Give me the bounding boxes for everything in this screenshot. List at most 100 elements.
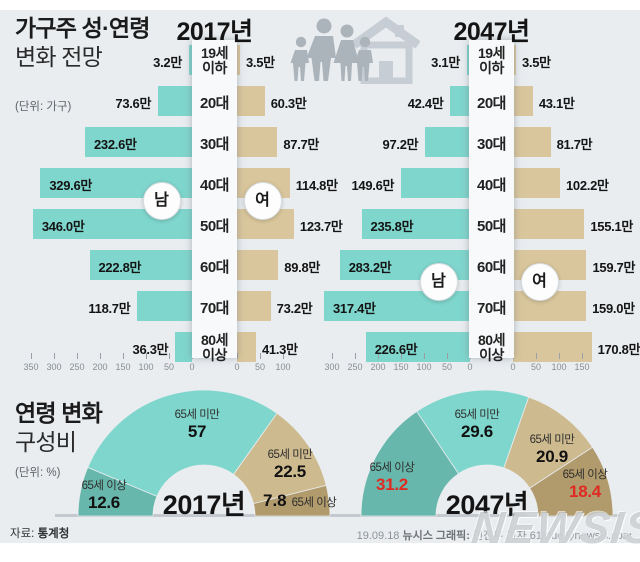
female-bar	[513, 127, 551, 157]
donut-segment-label: 65세 이상 31.2	[353, 459, 431, 495]
axis-tick	[123, 353, 124, 359]
male-bar	[361, 209, 470, 239]
donut-segment-label: 65세 이상 18.4	[546, 466, 624, 502]
female-bar	[237, 291, 271, 321]
axis-tick	[355, 353, 356, 359]
female-bar	[513, 332, 592, 362]
axis-tick	[100, 353, 101, 359]
donut-segment-65세 미만	[416, 389, 530, 475]
male-value-label: 283.2만	[348, 260, 392, 275]
male-value-label: 73.6만	[115, 96, 152, 111]
axis-tick-label: 250	[69, 362, 85, 372]
donut-label-value: 20.9	[536, 447, 568, 466]
male-value-label: 222.8만	[98, 260, 142, 275]
female-bar	[237, 127, 278, 157]
credit-author: 전진우 기자 618tue@newsis.com	[473, 530, 632, 542]
donut-label-value: 18.4	[569, 482, 601, 501]
source-label: 자료:	[10, 528, 35, 540]
axis-tick-label: 100	[138, 362, 154, 372]
axis-tick-label: 150	[115, 362, 131, 372]
female-value-label: 3.5만	[246, 55, 275, 70]
male-badge: 남	[142, 182, 181, 220]
axis-tick-label: 300	[324, 362, 340, 372]
male-value-label: 317.4만	[332, 301, 376, 316]
male-value-label: 226.6만	[374, 342, 418, 357]
age-group-label: 20대	[200, 95, 230, 112]
female-badge: 여	[520, 263, 559, 301]
age-group-label: 70대	[200, 300, 230, 317]
main-title-line1: 가구주 성·연령	[15, 15, 150, 41]
age-group-label: 80세 이상	[201, 332, 228, 363]
axis-tick	[559, 353, 560, 359]
axis-tick	[77, 353, 78, 359]
axis-tick	[31, 353, 32, 359]
axis-tick-label: 0	[467, 362, 473, 372]
donut-label-name: 65세 이상	[562, 469, 608, 481]
male-value-label: 118.7만	[88, 301, 131, 316]
female-bar	[237, 86, 265, 116]
male-bar	[401, 168, 470, 198]
male-value-label: 235.8만	[370, 219, 414, 234]
axis-tick	[536, 353, 537, 359]
credit-agency: 뉴시스 그래픽:	[402, 530, 470, 542]
donut-segment-65세 미만	[87, 389, 278, 497]
axis-tick-label: 100	[551, 362, 567, 372]
male-bar	[175, 332, 192, 362]
female-value-label: 87.7만	[283, 137, 320, 152]
axis-tick-label: 200	[92, 362, 108, 372]
male-bar	[89, 250, 192, 280]
female-bar	[513, 86, 533, 116]
female-value-label: 3.5만	[522, 55, 551, 70]
age-group-label: 40대	[477, 177, 507, 194]
male-bar	[467, 45, 470, 75]
donut-label-name: 65세 이상	[369, 462, 415, 474]
source-credit: 자료: 통계청	[10, 525, 69, 541]
donut-segment-label: 65세 미만 22.5	[251, 446, 329, 482]
axis-tick-label: 50	[254, 362, 265, 372]
donut-label-value: 31.2	[376, 475, 408, 494]
donut-label-name: 65세 이상	[291, 497, 337, 509]
female-value-label: 41.3만	[261, 342, 298, 357]
donut-segment-65세 이상	[529, 446, 614, 517]
male-value-label: 3.1만	[431, 55, 460, 70]
donut-label-name: 65세 미만	[529, 434, 575, 446]
female-value-label: 81.7만	[556, 137, 593, 152]
age-group-label: 50대	[200, 218, 230, 235]
female-value-label: 159.7만	[592, 260, 636, 275]
age-group-label: 30대	[477, 136, 507, 153]
family-silhouette-icon	[290, 18, 373, 81]
female-value-label: 43.1만	[538, 96, 575, 111]
axis-tick-label: 150	[393, 362, 409, 372]
female-value-label: 60.3만	[270, 96, 307, 111]
age-group-label: 30대	[200, 136, 230, 153]
credit-date: 19.09.18	[356, 530, 400, 542]
family-house-icon	[290, 16, 420, 84]
female-value-label: 159.0만	[592, 301, 635, 316]
donut-label-value: 7.8	[263, 491, 287, 510]
age-axis-column	[469, 40, 514, 358]
axis-tick-label: 150	[574, 362, 590, 372]
age-group-label: 20대	[477, 95, 507, 112]
axis-tick-label: 0	[510, 362, 516, 372]
axis-tick-label: 50	[530, 362, 541, 372]
age-axis-column	[192, 40, 237, 358]
unit-percent: (단위: %)	[15, 467, 61, 479]
donut-label-value: 22.5	[274, 462, 306, 481]
axis-tick-label: 50	[163, 362, 174, 372]
age-group-label: 60대	[477, 259, 507, 276]
donut-year-label: 2047년	[445, 490, 529, 520]
axis-tick	[169, 353, 170, 359]
age-section-title-line2: 구성비	[15, 429, 77, 455]
male-value-label: 329.6만	[49, 178, 93, 193]
male-bar	[450, 86, 470, 116]
female-bar	[237, 332, 256, 362]
unit-households: (단위: 가구)	[15, 101, 72, 113]
donut-segment-label: 65세 미만 57	[161, 406, 233, 442]
female-bar	[513, 45, 516, 75]
axis-tick	[146, 353, 147, 359]
main-title: 가구주 성·연령 변화 전망	[15, 14, 150, 72]
female-value-label: 123.7만	[299, 219, 343, 234]
age-section-title: 연령 변화 구성비	[15, 399, 103, 457]
age-group-label: 19세 이하	[478, 45, 505, 76]
